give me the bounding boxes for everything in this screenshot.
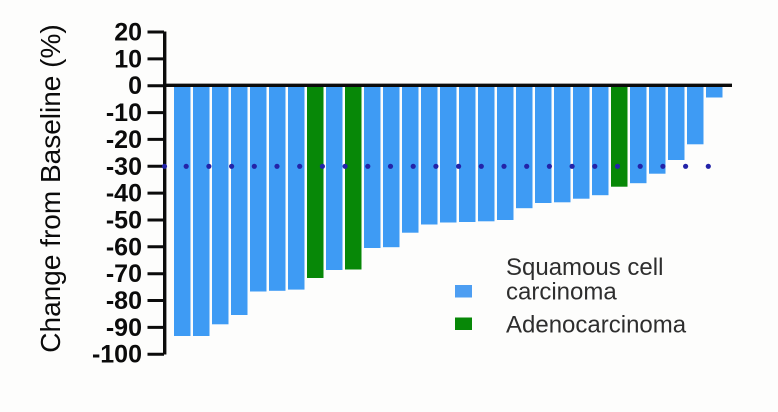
svg-text:carcinoma: carcinoma <box>506 279 617 306</box>
svg-text:20: 20 <box>114 19 142 47</box>
svg-text:-60: -60 <box>106 233 142 261</box>
svg-text:-70: -70 <box>106 260 142 288</box>
svg-text:-100: -100 <box>92 341 142 369</box>
svg-text:-40: -40 <box>106 180 142 208</box>
svg-text:-80: -80 <box>106 287 142 315</box>
svg-text:-30: -30 <box>106 153 142 181</box>
svg-text:0: 0 <box>128 72 142 100</box>
svg-text:Change from Baseline (%): Change from Baseline (%) <box>35 24 66 352</box>
svg-text:Squamous cell: Squamous cell <box>506 254 663 281</box>
svg-text:Adenocarcinoma: Adenocarcinoma <box>506 312 687 339</box>
svg-text:-20: -20 <box>106 126 142 154</box>
svg-text:-90: -90 <box>106 314 142 342</box>
svg-text:10: 10 <box>114 45 142 73</box>
svg-text:-50: -50 <box>106 207 142 235</box>
svg-text:-10: -10 <box>106 99 142 127</box>
